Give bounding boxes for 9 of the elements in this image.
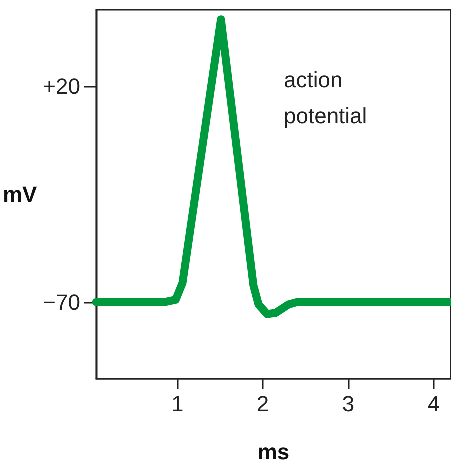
x-tick-label: 3: [342, 392, 355, 416]
x-axis-title: ms: [258, 440, 290, 464]
x-tick-label: 2: [256, 392, 270, 416]
x-tick-label: 4: [428, 392, 440, 416]
y-tick-label: +20: [43, 74, 80, 100]
y-tick-label: −70: [43, 290, 80, 315]
annotation: action potential: [284, 68, 368, 128]
x-tick-label: 1: [171, 392, 184, 416]
y-axis-title: mV: [2, 182, 38, 207]
